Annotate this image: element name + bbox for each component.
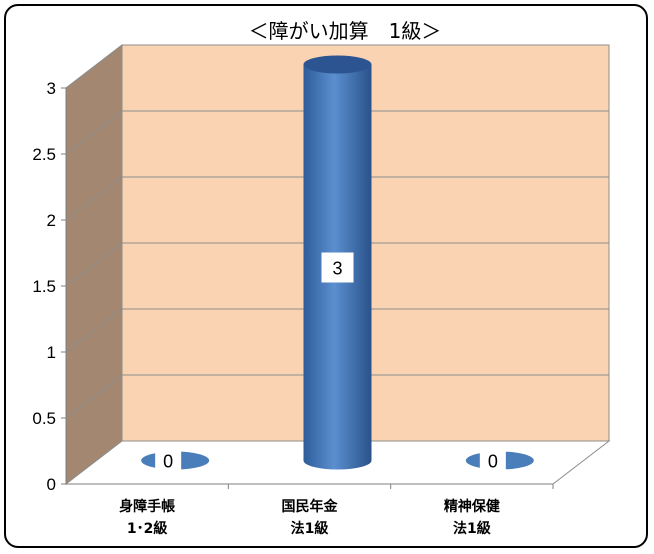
- chart-title: ＜障がい加算 1級＞: [249, 19, 442, 43]
- gridline-side: [65, 44, 123, 89]
- gridline-side: [65, 308, 123, 353]
- bars: [141, 55, 534, 474]
- x-tick-label: 法1級: [453, 520, 491, 537]
- x-tick-label: 1･2級: [127, 520, 167, 537]
- y-tick-label: 1.5: [32, 277, 56, 296]
- y-tick-label: 0: [47, 475, 56, 494]
- y-tick-label: 3: [47, 79, 56, 98]
- x-tick-label: 法1級: [291, 520, 329, 537]
- gridline-side: [65, 110, 123, 155]
- data-label: 3: [332, 259, 342, 279]
- data-label-box: [479, 447, 506, 474]
- y-tick-label: 2: [47, 211, 56, 230]
- y-tick-label: 1: [47, 343, 56, 362]
- gridline-side: [65, 374, 123, 419]
- x-tick-label: 国民年金: [282, 498, 339, 515]
- x-tick-label: 精神保健: [444, 498, 500, 515]
- y-tick-label: 2.5: [32, 145, 56, 164]
- gridline-side: [65, 242, 123, 287]
- x-tick-label: 身障手帳: [119, 498, 175, 515]
- data-label-box: [155, 447, 182, 474]
- axes: [61, 87, 554, 489]
- data-label: 0: [488, 452, 498, 472]
- y-tick-label: 0.5: [32, 409, 56, 428]
- data-label-box: [321, 252, 354, 283]
- bar-top: [303, 55, 372, 74]
- gridline-side: [65, 176, 123, 221]
- data-label: 0: [163, 452, 173, 472]
